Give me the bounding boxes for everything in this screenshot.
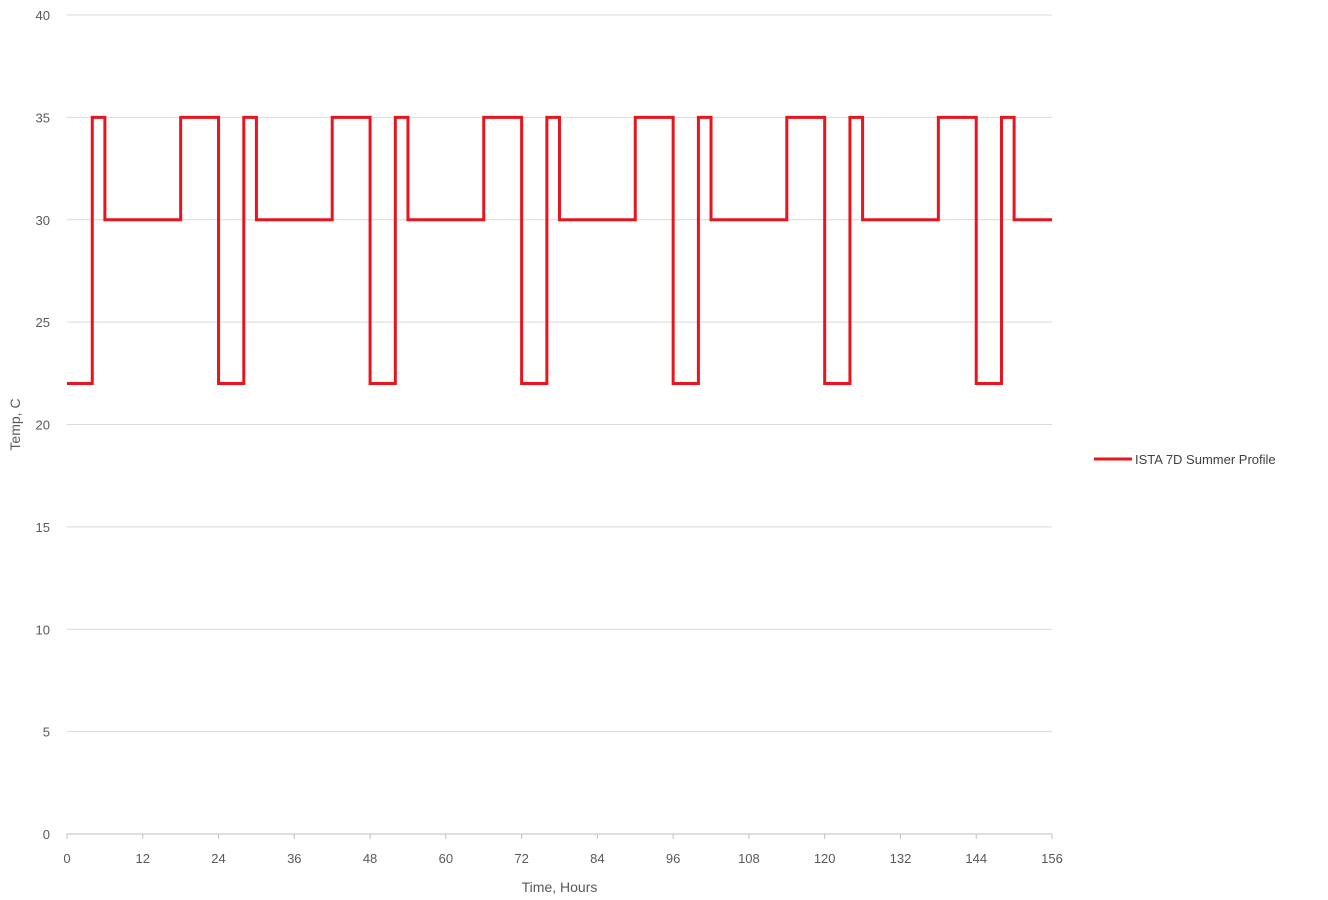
x-tick-label: 108 bbox=[738, 851, 760, 866]
y-tick-label: 40 bbox=[36, 8, 50, 23]
x-tick-label: 60 bbox=[439, 851, 453, 866]
legend: ISTA 7D Summer Profile bbox=[1094, 452, 1276, 467]
x-tick-labels: 0 12 24 36 48 60 72 84 96 108 120 132 144 156 bbox=[63, 834, 1063, 866]
y-tick-label: 30 bbox=[36, 213, 50, 228]
x-tick-label: 48 bbox=[363, 851, 377, 866]
y-tick-label: 5 bbox=[43, 725, 50, 740]
y-tick-label: 35 bbox=[36, 110, 50, 125]
y-tick-labels: 0 5 10 15 20 25 30 35 40 bbox=[36, 8, 50, 842]
x-tick-label: 36 bbox=[287, 851, 301, 866]
series-line bbox=[67, 115, 1052, 386]
y-tick-label: 10 bbox=[36, 622, 50, 637]
x-tick-label: 72 bbox=[514, 851, 528, 866]
y-tick-label: 20 bbox=[36, 418, 50, 433]
x-tick-label: 0 bbox=[63, 851, 70, 866]
x-tick-label: 156 bbox=[1041, 851, 1063, 866]
y-tick-label: 25 bbox=[36, 315, 50, 330]
x-tick-label: 24 bbox=[211, 851, 225, 866]
y-tick-label: 15 bbox=[36, 520, 50, 535]
y-tick-label: 0 bbox=[43, 827, 50, 842]
x-tick-label: 84 bbox=[590, 851, 604, 866]
x-tick-label: 120 bbox=[814, 851, 836, 866]
x-tick-label: 12 bbox=[136, 851, 150, 866]
x-axis-title: Time, Hours bbox=[522, 879, 598, 895]
legend-label: ISTA 7D Summer Profile bbox=[1135, 452, 1276, 467]
x-tick-label: 132 bbox=[890, 851, 912, 866]
series-lines bbox=[67, 115, 1052, 386]
x-tick-label: 96 bbox=[666, 851, 680, 866]
y-axis-title: Temp, C bbox=[7, 398, 23, 450]
x-tick-label: 144 bbox=[965, 851, 987, 866]
